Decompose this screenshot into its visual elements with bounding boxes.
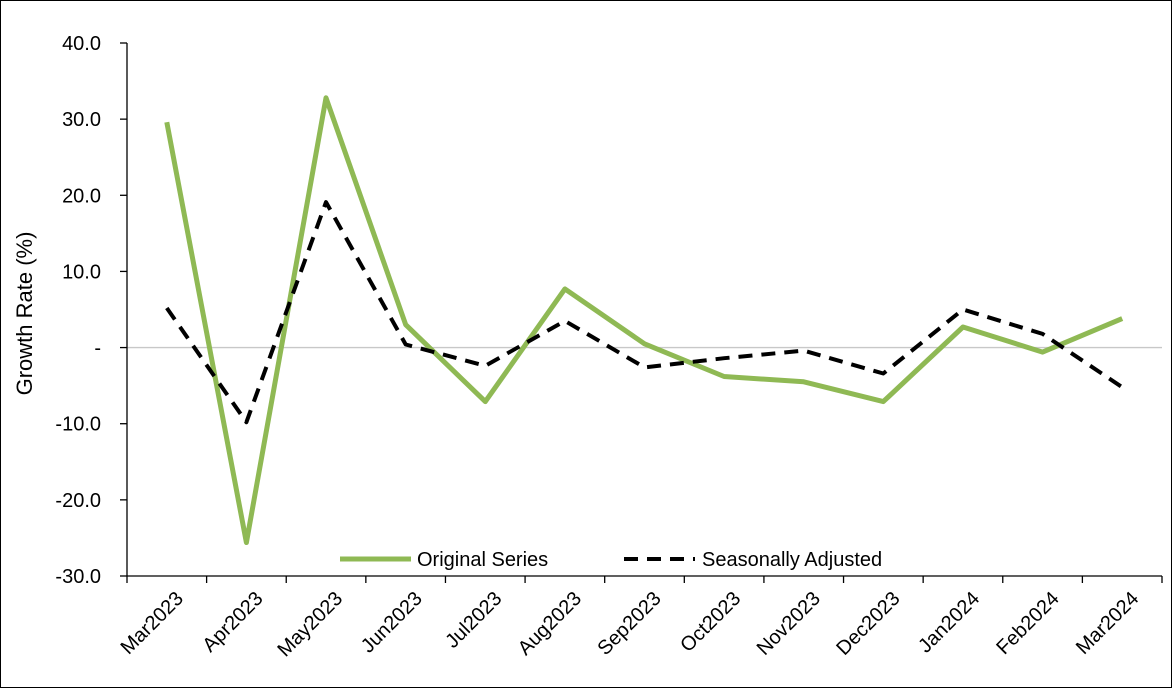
x-tick-label: Mar2024 xyxy=(1072,588,1143,659)
y-tick-label: - xyxy=(94,338,101,360)
y-tick-label: 10.0 xyxy=(62,261,101,283)
x-tick-label: May2023 xyxy=(273,588,347,662)
legend-label: Seasonally Adjusted xyxy=(702,549,882,571)
x-tick-label: Mar2023 xyxy=(117,588,188,659)
y-tick-label: 30.0 xyxy=(62,109,101,131)
x-tick-label: Dec2023 xyxy=(832,588,904,660)
x-tick-label: Jun2023 xyxy=(357,588,427,658)
series-line-seasonally-adjusted xyxy=(165,200,1124,425)
x-tick-label: Sep2023 xyxy=(593,588,665,660)
legend: Original Series Seasonally Adjusted xyxy=(340,549,882,571)
x-ticks: Mar2023 Apr2023 May2023 Jun2023 Jul2023 Aug20… xyxy=(117,576,1163,662)
x-tick-label: Jan2024 xyxy=(914,588,984,658)
x-tick-label: Apr2023 xyxy=(199,588,268,657)
x-tick-label: Feb2024 xyxy=(992,588,1063,659)
y-tick-label: -10.0 xyxy=(55,414,101,436)
y-axis-title: Growth Rate (%) xyxy=(12,232,37,396)
y-tick-label: 20.0 xyxy=(62,185,101,207)
y-tick-label: -20.0 xyxy=(55,490,101,512)
series-lines xyxy=(164,95,1124,545)
legend-label: Original Series xyxy=(417,549,548,571)
y-tick-label: 40.0 xyxy=(62,33,101,55)
axes xyxy=(126,43,1162,577)
x-tick-label: Aug2023 xyxy=(514,588,586,660)
x-tick-label: Oct2023 xyxy=(676,588,745,657)
x-tick-label: Nov2023 xyxy=(753,588,825,660)
y-ticks: 40.0 30.0 20.0 10.0 - -10.0 -20.0 -30.0 xyxy=(55,33,127,588)
series-line-original xyxy=(164,95,1124,545)
y-tick-label: -30.0 xyxy=(55,566,101,588)
x-tick-label: Jul2023 xyxy=(441,588,506,653)
